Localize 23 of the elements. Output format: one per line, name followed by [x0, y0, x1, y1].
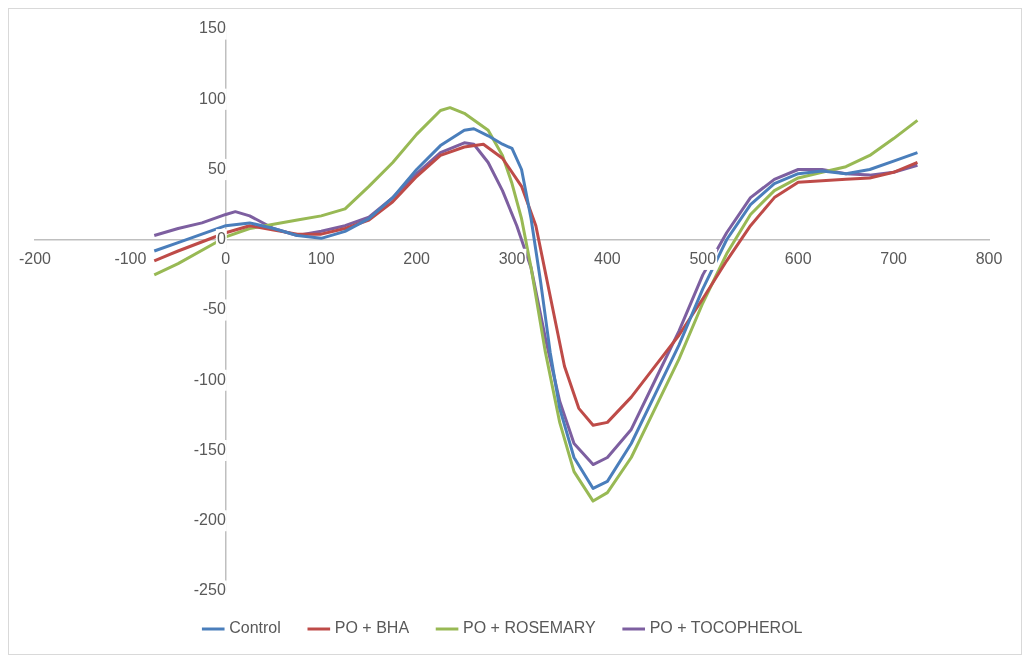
legend-label: Control	[229, 619, 281, 637]
x-tick-label: 300	[498, 249, 526, 267]
y-tick-label: 50	[208, 159, 226, 177]
y-tick-label: -250	[193, 581, 226, 599]
x-tick-label: 200	[403, 249, 431, 267]
x-tick-label: -200	[19, 249, 52, 267]
legend-label: PO + ROSEMARY	[463, 619, 597, 637]
x-tick-label: 800	[975, 249, 1003, 267]
x-tick-label: -100	[114, 249, 147, 267]
x-tick-label: 500	[689, 249, 717, 267]
y-tick-label: -50	[202, 300, 226, 318]
y-tick-label: 150	[199, 19, 226, 37]
legend-label: PO + TOCOPHEROL	[649, 619, 803, 637]
y-tick-label: -200	[193, 511, 226, 529]
x-tick-label: 600	[784, 249, 812, 267]
x-tick-label: 100	[307, 249, 335, 267]
y-tick-label: 100	[199, 89, 226, 107]
y-tick-label: 0	[216, 230, 226, 248]
y-tick-label: -100	[193, 370, 226, 388]
x-tick-label: 400	[594, 249, 621, 267]
x-tick-label: 700	[880, 249, 908, 267]
y-tick-label: -150	[193, 440, 226, 458]
legend-label: PO + BHA	[334, 619, 410, 637]
